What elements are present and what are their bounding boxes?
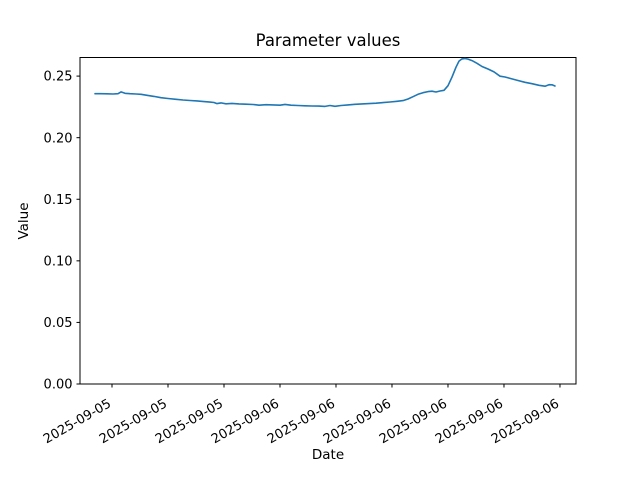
y-tick-label: 0.00 bbox=[44, 378, 73, 393]
plot-border bbox=[79, 57, 577, 385]
y-tick-label: 0.20 bbox=[44, 131, 73, 146]
y-tick-label: 0.10 bbox=[44, 254, 73, 269]
y-tick-label: 0.05 bbox=[44, 316, 73, 331]
y-tick-label: 0.25 bbox=[44, 70, 73, 85]
chart-title: Parameter values bbox=[255, 31, 401, 50]
x-axis-label: Date bbox=[311, 447, 345, 463]
y-tick-label: 0.15 bbox=[44, 193, 73, 208]
data-line bbox=[94, 57, 556, 108]
y-axis-label: Value bbox=[16, 202, 32, 240]
